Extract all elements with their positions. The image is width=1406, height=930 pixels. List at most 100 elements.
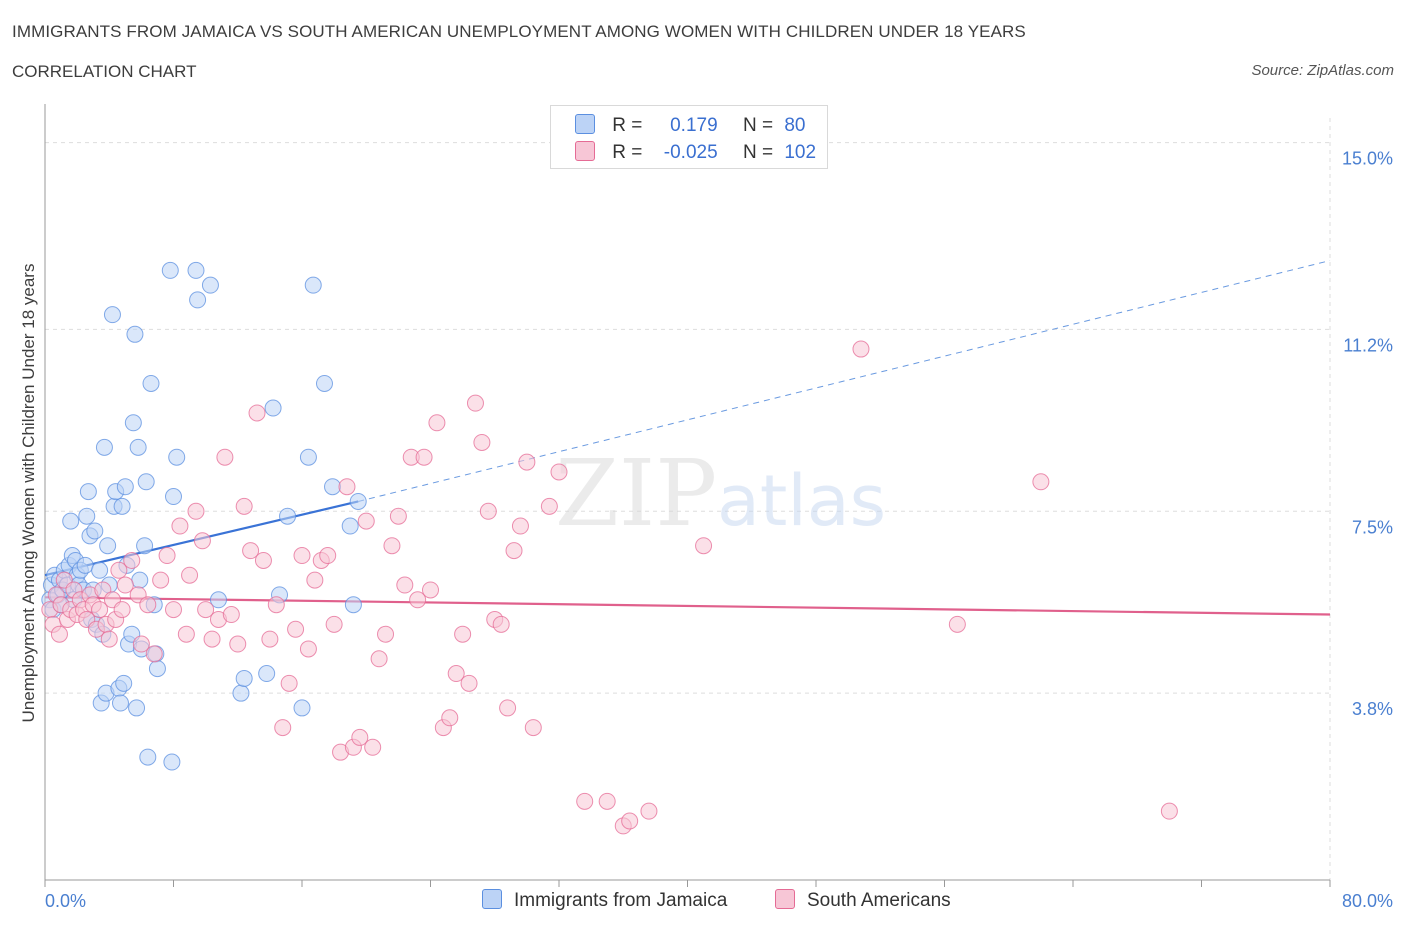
- data-point-jamaica: [76, 556, 94, 574]
- data-point-jamaica: [99, 537, 117, 555]
- data-point-jamaica: [115, 674, 133, 692]
- data-point-south-american: [123, 551, 141, 569]
- y-tick-labels: 3.8% 7.5% 11.2% 15.0%: [1342, 149, 1393, 720]
- data-point-south-american: [145, 645, 163, 663]
- data-point-jamaica: [129, 438, 147, 456]
- data-point-jamaica: [113, 497, 131, 515]
- data-point-jamaica: [232, 684, 250, 702]
- data-point-jamaica: [128, 699, 146, 717]
- data-point-south-american: [499, 699, 517, 717]
- data-point-south-american: [466, 394, 484, 412]
- data-point-south-american: [254, 551, 272, 569]
- data-point-jamaica: [349, 492, 367, 510]
- data-point-south-american: [132, 635, 150, 653]
- data-point-south-american: [454, 625, 472, 643]
- data-point-south-american: [187, 502, 205, 520]
- series-legend-label: Immigrants from Jamaica: [514, 890, 728, 911]
- data-point-jamaica: [78, 507, 96, 525]
- data-point-jamaica: [161, 261, 179, 279]
- data-point-south-american: [229, 635, 247, 653]
- data-point-south-american: [518, 453, 536, 471]
- data-point-jamaica: [126, 325, 144, 343]
- data-point-jamaica: [279, 507, 297, 525]
- legend-n-value: 102: [784, 142, 817, 163]
- legend-r-value: 0.179: [670, 115, 718, 136]
- data-point-jamaica: [95, 438, 113, 456]
- data-point-jamaica: [264, 399, 282, 417]
- data-point-jamaica: [103, 306, 121, 324]
- data-point-jamaica: [165, 488, 182, 506]
- data-point-south-american: [91, 601, 109, 619]
- data-point-south-american: [274, 719, 292, 737]
- data-point-jamaica: [139, 748, 157, 766]
- data-point-south-american: [139, 596, 157, 614]
- data-point-south-american: [261, 630, 279, 648]
- data-point-jamaica: [324, 478, 342, 496]
- data-point-south-american: [479, 502, 497, 520]
- legend-row-jamaica: R = 0.179 N = 80: [575, 114, 805, 138]
- legend-n-label: N =: [742, 142, 779, 163]
- data-point-south-american: [248, 404, 266, 422]
- y-tick-label: 3.8%: [1352, 699, 1393, 719]
- data-point-jamaica: [201, 276, 219, 294]
- legend-row-south-american: R = -0.025 N = 102: [575, 141, 816, 165]
- data-point-south-american: [415, 448, 433, 466]
- data-point-jamaica: [79, 483, 97, 501]
- data-point-south-american: [267, 596, 285, 614]
- legend-n-label: N =: [742, 115, 779, 136]
- correlation-legend: R = 0.179 N = 80 R = -0.025 N = 102: [550, 105, 828, 169]
- data-point-jamaica: [258, 665, 276, 683]
- data-point-south-american: [287, 620, 305, 638]
- data-point-jamaica: [136, 537, 154, 555]
- data-point-south-american: [299, 640, 317, 658]
- axes: [44, 104, 1331, 887]
- data-point-south-american: [460, 674, 478, 692]
- data-point-south-american: [695, 537, 713, 555]
- legend-r-value: -0.025: [663, 142, 718, 163]
- data-point-south-american: [492, 615, 510, 633]
- data-point-south-american: [319, 547, 337, 565]
- data-point-south-american: [181, 566, 199, 584]
- data-point-south-american: [222, 606, 240, 624]
- x-tick-label-max: 80.0%: [1342, 891, 1393, 911]
- y-axis-label: Unemployment Among Women with Children U…: [19, 264, 38, 723]
- y-tick-label: 7.5%: [1352, 517, 1393, 537]
- x-tick-label-min: 0.0%: [45, 891, 86, 911]
- data-point-south-american: [550, 463, 568, 481]
- trend-line-south-american: [44, 596, 1331, 616]
- series-legend-jamaica: Immigrants from Jamaica: [482, 889, 727, 912]
- data-point-south-american: [511, 517, 529, 535]
- data-point-jamaica: [91, 561, 109, 579]
- data-point-south-american: [447, 665, 465, 683]
- data-point-south-american: [100, 630, 118, 648]
- data-point-south-american: [370, 650, 388, 668]
- data-point-jamaica: [235, 669, 253, 687]
- data-point-jamaica: [148, 660, 166, 678]
- data-point-south-american: [621, 812, 639, 830]
- data-point-south-american: [389, 507, 407, 525]
- data-point-south-american: [576, 792, 594, 810]
- data-point-south-american: [280, 674, 298, 692]
- legend-r-label: R =: [612, 142, 648, 163]
- data-point-south-american: [351, 728, 369, 746]
- legend-n-value: 80: [784, 115, 806, 136]
- data-point-south-american: [948, 615, 966, 633]
- data-point-jamaica: [137, 473, 155, 491]
- data-point-jamaica: [187, 261, 205, 279]
- data-point-south-american: [357, 512, 375, 530]
- watermark: ZIP atlas: [555, 440, 886, 547]
- series-legend-label: South Americans: [807, 890, 951, 911]
- trend-lines: [44, 260, 1331, 616]
- data-point-south-american: [598, 792, 616, 810]
- data-point-south-american: [306, 571, 324, 589]
- data-point-south-american: [383, 537, 401, 555]
- data-point-south-american: [409, 591, 427, 609]
- data-point-south-american: [377, 625, 395, 643]
- legend-swatch-blue: [575, 114, 595, 134]
- data-point-south-american: [422, 581, 439, 599]
- data-point-jamaica: [299, 448, 317, 466]
- series-swatch-pink: [775, 889, 795, 909]
- watermark-atlas: atlas: [717, 460, 886, 542]
- source-credit: Source: ZipAtlas.com: [1251, 62, 1394, 79]
